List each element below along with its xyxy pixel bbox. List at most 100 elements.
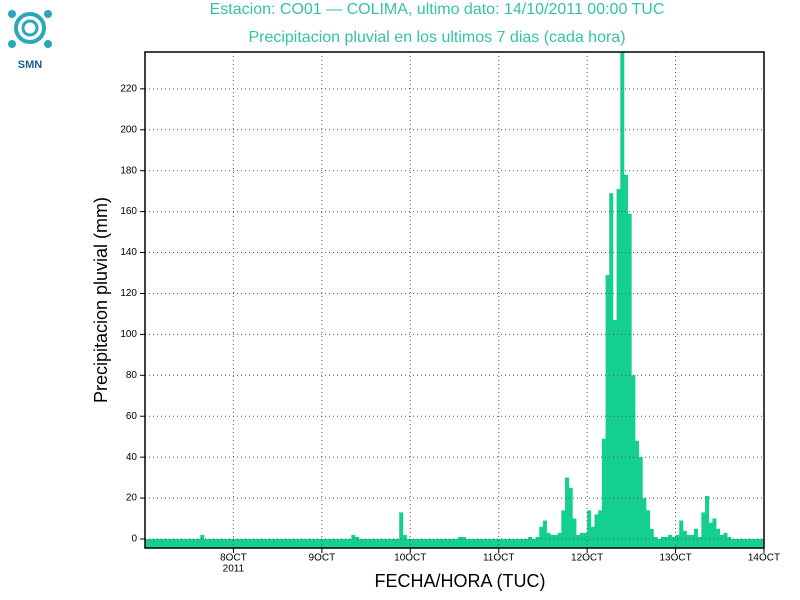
bar: [413, 538, 418, 548]
bar: [557, 532, 562, 548]
x-tick-label: 13OCT: [659, 553, 691, 564]
x-axis-label: FECHA/HORA (TUC): [375, 571, 546, 591]
bar: [653, 536, 658, 548]
bar: [207, 538, 212, 548]
bar: [741, 538, 746, 548]
bar: [432, 538, 437, 548]
bar: [465, 538, 470, 548]
bar: [535, 536, 540, 548]
x-tick-label: 11OCT: [483, 553, 515, 564]
bar: [196, 538, 201, 548]
bar: [730, 538, 735, 548]
bar: [701, 512, 706, 548]
bar: [668, 534, 673, 548]
bar: [310, 538, 315, 548]
bar: [358, 538, 363, 548]
bar: [343, 538, 348, 548]
bar: [384, 538, 389, 548]
bar: [307, 538, 312, 548]
bar: [553, 534, 558, 548]
bar: [598, 510, 603, 548]
bar: [568, 487, 573, 548]
bar: [406, 538, 411, 548]
bar: [270, 538, 275, 548]
bar: [620, 52, 625, 548]
logo-text: SMN: [18, 59, 43, 71]
bar: [226, 538, 231, 548]
bar: [520, 538, 525, 548]
bar: [391, 538, 396, 548]
bar: [325, 538, 330, 548]
bar: [605, 275, 610, 548]
bar: [332, 538, 337, 548]
bar: [255, 538, 260, 548]
x-tick-label: 10OCT: [394, 553, 426, 564]
bar: [638, 457, 643, 548]
bar: [244, 538, 249, 548]
bar: [542, 520, 547, 548]
bar: [487, 538, 492, 548]
bar: [336, 538, 341, 548]
bar: [623, 174, 628, 548]
x-tick-label: 12OCT: [571, 553, 603, 564]
bar: [395, 538, 400, 548]
y-tick-label: 60: [126, 411, 138, 422]
bar: [509, 538, 514, 548]
x-year-label: 2011: [223, 564, 245, 575]
bar: [299, 538, 304, 548]
y-tick-label: 160: [120, 206, 137, 217]
bar: [203, 538, 208, 548]
y-tick-label: 40: [126, 452, 138, 463]
bar: [388, 538, 393, 548]
bar: [200, 534, 205, 548]
bar: [601, 438, 606, 548]
bar: [550, 534, 555, 548]
bar: [167, 538, 172, 548]
bar: [425, 538, 430, 548]
bar: [174, 538, 179, 548]
bar: [572, 518, 577, 548]
bar: [476, 538, 481, 548]
bar: [321, 538, 326, 548]
bar: [189, 538, 194, 548]
bar: [756, 538, 761, 548]
bar: [745, 538, 750, 548]
bar: [671, 536, 676, 548]
bar: [675, 534, 680, 548]
bar: [693, 528, 698, 548]
bar: [528, 536, 533, 548]
bar: [752, 538, 757, 548]
bar: [646, 510, 651, 548]
bar: [211, 538, 216, 548]
bar: [369, 538, 374, 548]
bar: [266, 538, 271, 548]
bar: [281, 538, 286, 548]
y-tick-label: 0: [131, 534, 137, 545]
bar: [517, 538, 522, 548]
bar: [185, 538, 190, 548]
bar: [145, 538, 149, 548]
bar: [531, 538, 536, 548]
bar: [163, 538, 168, 548]
bar: [469, 538, 474, 548]
bar: [318, 538, 323, 548]
bar: [428, 538, 433, 548]
bar: [483, 538, 488, 548]
bar: [273, 538, 278, 548]
y-tick-label: 220: [120, 83, 137, 94]
bar: [472, 538, 477, 548]
bar: [749, 538, 754, 548]
bar: [410, 538, 415, 548]
bar: [156, 538, 161, 548]
bar: [594, 514, 599, 548]
y-tick-label: 200: [120, 124, 137, 135]
bar: [277, 538, 282, 548]
bar: [690, 534, 695, 548]
logo: SMN: [8, 10, 52, 71]
bar: [237, 538, 242, 548]
bar: [679, 520, 684, 548]
bar: [259, 538, 264, 548]
y-tick-label: 20: [126, 493, 138, 504]
bar: [439, 538, 444, 548]
